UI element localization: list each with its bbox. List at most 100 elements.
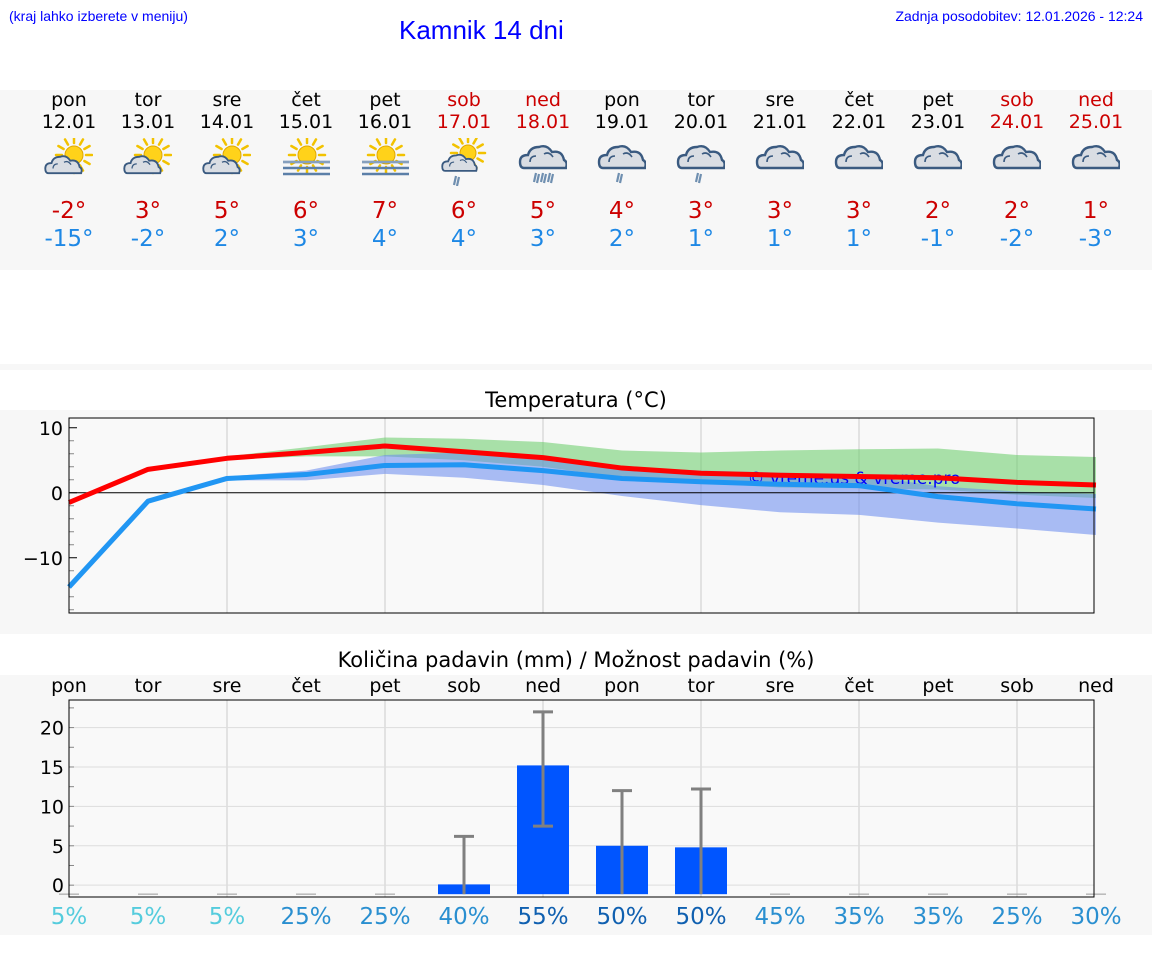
precipitation-probability: 5% bbox=[208, 904, 246, 930]
min-temperature-line bbox=[67, 462, 1097, 589]
location-hint: (kraj lahko izberete v meniju) bbox=[9, 8, 188, 24]
forecast-day-name: pet bbox=[369, 89, 401, 111]
forecast-date: 15.01 bbox=[278, 111, 334, 133]
cloud-light-rain-icon bbox=[597, 144, 646, 184]
forecast-day-name: sre bbox=[212, 89, 242, 111]
cloud-icon bbox=[1071, 144, 1120, 170]
y-tick-label: 10 bbox=[39, 418, 63, 440]
forecast-date: 19.01 bbox=[594, 111, 650, 133]
page-title: Kamnik 14 dni bbox=[399, 15, 564, 45]
forecast-day-name: pet bbox=[922, 89, 954, 111]
forecast-day-name: čet bbox=[844, 89, 874, 111]
forecast-day-name: ned bbox=[1078, 89, 1114, 111]
forecast-max-temp: -2° bbox=[51, 198, 87, 224]
y-tick-label: 0 bbox=[51, 483, 63, 505]
forecast-day-name: ned bbox=[525, 89, 561, 111]
precipitation-probability: 5% bbox=[129, 904, 167, 930]
precipitation-probability: 25% bbox=[991, 904, 1043, 930]
forecast-max-temp: 3° bbox=[845, 198, 873, 224]
sun-cloud-icon bbox=[44, 138, 93, 175]
precipitation-day-label: ned bbox=[1078, 675, 1114, 697]
forecast-date: 22.01 bbox=[831, 111, 887, 133]
cloud-icon bbox=[992, 144, 1041, 170]
precipitation-probability: 50% bbox=[596, 904, 648, 930]
forecast-max-temp: 3° bbox=[687, 198, 715, 224]
cloud-icon bbox=[755, 144, 804, 170]
precipitation-probability: 35% bbox=[912, 904, 964, 930]
forecast-max-temp: 7° bbox=[371, 198, 399, 224]
forecast-max-temp: 4° bbox=[608, 198, 636, 224]
precipitation-day-label: sre bbox=[212, 675, 242, 697]
y-tick-label: 15 bbox=[40, 757, 64, 779]
precipitation-probability: 25% bbox=[280, 904, 332, 930]
forecast-min-temp: -2° bbox=[999, 226, 1035, 252]
forecast-day-name: tor bbox=[134, 89, 162, 111]
plot-frame bbox=[68, 699, 1095, 898]
forecast-max-temp: 6° bbox=[292, 198, 320, 224]
forecast-day-name: tor bbox=[687, 89, 715, 111]
forecast-min-temp: -2° bbox=[130, 226, 166, 252]
forecast-max-temp: 2° bbox=[924, 198, 952, 224]
precipitation-probability: 55% bbox=[517, 904, 569, 930]
forecast-max-temp: 3° bbox=[134, 198, 162, 224]
precipitation-day-label: ned bbox=[525, 675, 561, 697]
y-tick-label: 5 bbox=[52, 836, 64, 858]
forecast-max-temp: 2° bbox=[1003, 198, 1031, 224]
last-update: Zadnja posodobitev: 12.01.2026 - 12:24 bbox=[895, 8, 1143, 24]
forecast-date: 24.01 bbox=[989, 111, 1045, 133]
forecast-min-temp: 4° bbox=[450, 226, 478, 252]
precipitation-day-label: tor bbox=[687, 675, 715, 697]
y-tick-label: −10 bbox=[23, 548, 63, 570]
y-tick-label: 10 bbox=[40, 796, 64, 818]
forecast-day-name: sob bbox=[1000, 89, 1034, 111]
precipitation-probability: 5% bbox=[50, 904, 88, 930]
precipitation-day-label: sob bbox=[1000, 675, 1034, 697]
precipitation-day-label: pon bbox=[604, 675, 640, 697]
precipitation-chart-title: Količina padavin (mm) / Možnost padavin … bbox=[337, 648, 815, 672]
divider-strip bbox=[0, 364, 1152, 370]
forecast-date: 13.01 bbox=[120, 111, 176, 133]
forecast-max-temp: 1° bbox=[1082, 198, 1110, 224]
precipitation-day-label: sre bbox=[765, 675, 795, 697]
cloud-icon bbox=[834, 144, 883, 170]
sun-cloud-icon bbox=[123, 138, 172, 175]
forecast-date: 23.01 bbox=[910, 111, 966, 133]
sun-fog-icon bbox=[362, 138, 409, 176]
forecast-panel bbox=[0, 90, 1152, 270]
forecast-max-temp: 6° bbox=[450, 198, 478, 224]
forecast-date: 18.01 bbox=[515, 111, 571, 133]
precipitation-day-label: pet bbox=[369, 675, 401, 697]
plot-area bbox=[69, 700, 1094, 897]
sun-cloud-icon bbox=[202, 138, 251, 175]
forecast-min-temp: 1° bbox=[687, 226, 715, 252]
forecast-min-temp: -15° bbox=[44, 226, 94, 252]
forecast-min-temp: 2° bbox=[608, 226, 636, 252]
forecast-max-temp: 5° bbox=[529, 198, 557, 224]
cloud-rain-icon bbox=[518, 144, 567, 184]
y-tick-label: 0 bbox=[52, 875, 64, 897]
precipitation-day-label: čet bbox=[844, 675, 874, 697]
cloud-icon bbox=[913, 144, 962, 170]
forecast-date: 25.01 bbox=[1068, 111, 1124, 133]
forecast-date: 14.01 bbox=[199, 111, 255, 133]
precipitation-day-label: pet bbox=[922, 675, 954, 697]
precipitation-day-label: čet bbox=[291, 675, 321, 697]
forecast-max-temp: 3° bbox=[766, 198, 794, 224]
temperature-chart-title: Temperatura (°C) bbox=[485, 388, 667, 412]
precipitation-probability: 35% bbox=[833, 904, 885, 930]
forecast-day-name: čet bbox=[291, 89, 321, 111]
forecast-min-temp: -1° bbox=[920, 226, 956, 252]
forecast-date: 17.01 bbox=[436, 111, 492, 133]
forecast-min-temp: 2° bbox=[213, 226, 241, 252]
precipitation-probability: 25% bbox=[359, 904, 411, 930]
sun-fog-icon bbox=[283, 138, 330, 176]
forecast-max-temp: 5° bbox=[213, 198, 241, 224]
forecast-day-name: pon bbox=[604, 89, 640, 111]
forecast-day-name: sob bbox=[447, 89, 481, 111]
forecast-min-temp: -3° bbox=[1078, 226, 1114, 252]
forecast-date: 12.01 bbox=[41, 111, 97, 133]
forecast-min-temp: 3° bbox=[529, 226, 557, 252]
forecast-min-temp: 3° bbox=[292, 226, 320, 252]
